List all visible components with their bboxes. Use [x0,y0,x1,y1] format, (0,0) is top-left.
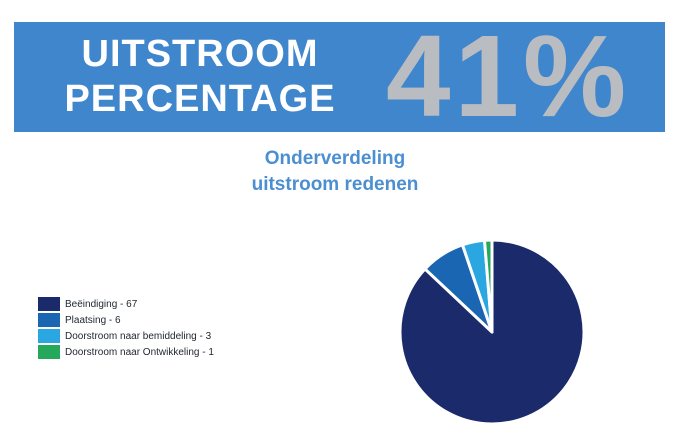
chart-subtitle-line2: uitstroom redenen [251,174,419,195]
legend-label: Plaatsing - 6 [65,314,121,326]
legend-item-beeindiging: Beëindiging - 67 [38,296,338,312]
chart-subtitle-line1: Onderverdeling [264,148,406,169]
legend-item-plaatsing: Plaatsing - 6 [38,312,338,328]
banner-title: UITSTROOM PERCENTAGE [50,32,350,122]
legend-item-doorstroom-bemiddeling: Doorstroom naar bemiddeling - 3 [38,328,338,344]
legend-swatch [38,329,60,343]
legend-swatch [38,313,60,327]
outflow-percentage: 41% [386,11,631,141]
banner-title-line2: PERCENTAGE [64,78,336,120]
header-banner: UITSTROOM PERCENTAGE 41% [14,16,665,136]
legend-label: Doorstroom naar bemiddeling - 3 [65,330,212,342]
pie-chart [398,238,586,426]
chart-legend: Beëindiging - 67 Plaatsing - 6 Doorstroo… [38,296,338,360]
banner-title-line1: UITSTROOM [81,33,319,75]
legend-swatch [38,345,60,359]
legend-swatch [38,297,60,311]
legend-label: Beëindiging - 67 [65,298,138,310]
chart-subtitle: Onderverdeling uitstroom redenen [200,146,470,198]
pie-slice-doorstroom-ontwikkeling [483,238,494,334]
legend-label: Doorstroom naar Ontwikkeling - 1 [65,346,214,358]
legend-item-doorstroom-ontwikkeling: Doorstroom naar Ontwikkeling - 1 [38,344,338,360]
